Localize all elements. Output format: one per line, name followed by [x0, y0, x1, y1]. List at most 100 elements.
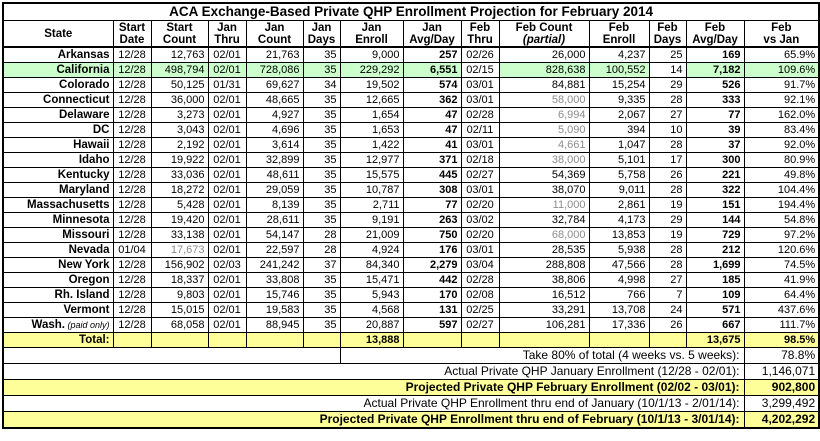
cell-start-count[interactable]: 68,058	[150, 317, 209, 333]
col-header-jan-thru[interactable]: Jan Thru	[207, 20, 247, 48]
cell-jan-thru[interactable]: 02/01	[207, 46, 247, 63]
cell-jan-count[interactable]: 19,583	[245, 302, 304, 318]
cell-start-date[interactable]: 12/28	[112, 62, 152, 78]
cell-jan-enroll[interactable]: 4,924	[339, 242, 404, 258]
cell-state[interactable]: Colorado	[2, 77, 114, 93]
cell-jan-count[interactable]: 15,746	[245, 287, 304, 303]
cell-jan-thru[interactable]: 02/01	[207, 62, 247, 78]
cell-jan-avg-day[interactable]: 170	[402, 287, 462, 303]
cell-feb-days[interactable]: 26	[648, 167, 687, 183]
cell-feb-days[interactable]: 29	[648, 212, 687, 228]
cell-jan-avg-day[interactable]: 574	[402, 77, 462, 93]
cell-feb-enroll[interactable]: 17,336	[588, 317, 650, 333]
col-header-start-count[interactable]: Start Count	[150, 20, 209, 48]
cell-feb-vs-jan[interactable]: 111.7%	[743, 317, 820, 333]
cell-state[interactable]: Wash. (paid only)	[2, 317, 114, 333]
cell-feb-days[interactable]: 28	[648, 137, 687, 153]
cell-state[interactable]: Massachusetts	[2, 197, 114, 213]
cell-jan-enroll[interactable]: 1,653	[339, 122, 404, 138]
col-header-jan-days[interactable]: Jan Days	[302, 20, 341, 48]
cell-start-count[interactable]: 3,273	[150, 107, 209, 123]
cell-feb-avg-day[interactable]: 221	[685, 167, 745, 183]
cell-jan-days[interactable]: 35	[302, 287, 341, 303]
cell-state[interactable]: Vermont	[2, 302, 114, 318]
cell-jan-count[interactable]: 29,059	[245, 182, 304, 198]
cell-jan-days[interactable]: 35	[302, 62, 341, 78]
cell-jan-days[interactable]: 28	[302, 227, 341, 243]
total-cell-jan-thru[interactable]	[207, 332, 247, 348]
cell-feb-enroll[interactable]: 4,237	[588, 46, 650, 63]
total-cell-jan-avg-day[interactable]	[402, 332, 462, 348]
cell-feb-count[interactable]: 38,000	[498, 152, 590, 168]
cell-jan-days[interactable]: 35	[302, 46, 341, 63]
cell-jan-avg-day[interactable]: 41	[402, 137, 462, 153]
cell-start-count[interactable]: 156,902	[150, 257, 209, 273]
total-cell-feb-days[interactable]	[648, 332, 687, 348]
summary-value[interactable]: 3,299,492	[743, 395, 820, 412]
cell-start-date[interactable]: 12/28	[112, 227, 152, 243]
cell-state[interactable]: Minnesota	[2, 212, 114, 228]
cell-start-date[interactable]: 12/28	[112, 212, 152, 228]
cell-jan-enroll[interactable]: 20,887	[339, 317, 404, 333]
cell-feb-avg-day[interactable]: 333	[685, 92, 745, 108]
cell-feb-vs-jan[interactable]: 162.0%	[743, 107, 820, 123]
total-cell-feb-avg-day[interactable]: 13,675	[685, 332, 745, 348]
cell-jan-thru[interactable]: 02/01	[207, 122, 247, 138]
cell-jan-enroll[interactable]: 15,471	[339, 272, 404, 288]
cell-jan-days[interactable]: 35	[302, 107, 341, 123]
cell-feb-vs-jan[interactable]: 54.8%	[743, 212, 820, 228]
cell-feb-enroll[interactable]: 13,853	[588, 227, 650, 243]
summary-label[interactable]: Projected Private QHP Enrollment thru en…	[2, 411, 745, 429]
col-header-feb-thru[interactable]: Feb Thru	[460, 20, 500, 48]
cell-jan-thru[interactable]: 02/01	[207, 92, 247, 108]
cell-jan-enroll[interactable]: 9,191	[339, 212, 404, 228]
cell-feb-avg-day[interactable]: 322	[685, 182, 745, 198]
total-cell-state[interactable]: Total:	[2, 332, 114, 348]
cell-feb-thru[interactable]: 02/26	[460, 46, 500, 63]
cell-state[interactable]: Hawaii	[2, 137, 114, 153]
cell-feb-count[interactable]: 33,291	[498, 302, 590, 318]
cell-feb-thru[interactable]: 03/01	[460, 77, 500, 93]
cell-feb-avg-day[interactable]: 185	[685, 272, 745, 288]
cell-start-count[interactable]: 15,015	[150, 302, 209, 318]
cell-feb-days[interactable]: 28	[648, 242, 687, 258]
cell-start-count[interactable]: 19,922	[150, 152, 209, 168]
cell-start-count[interactable]: 5,428	[150, 197, 209, 213]
cell-jan-avg-day[interactable]: 77	[402, 197, 462, 213]
cell-feb-days[interactable]: 28	[648, 92, 687, 108]
cell-feb-days[interactable]: 14	[648, 62, 687, 78]
cell-jan-days[interactable]: 35	[302, 212, 341, 228]
cell-state[interactable]: Rh. Island	[2, 287, 114, 303]
cell-jan-enroll[interactable]: 9,000	[339, 46, 404, 63]
cell-jan-enroll[interactable]: 1,654	[339, 107, 404, 123]
cell-jan-count[interactable]: 3,614	[245, 137, 304, 153]
summary-value[interactable]: 1,146,071	[743, 363, 820, 380]
cell-feb-count[interactable]: 32,784	[498, 212, 590, 228]
cell-feb-count[interactable]: 16,512	[498, 287, 590, 303]
cell-feb-vs-jan[interactable]: 64.4%	[743, 287, 820, 303]
col-header-start-date[interactable]: Start Date	[112, 20, 152, 48]
cell-jan-count[interactable]: 728,086	[245, 62, 304, 78]
cell-feb-enroll[interactable]: 13,708	[588, 302, 650, 318]
cell-feb-avg-day[interactable]: 1,699	[685, 257, 745, 273]
cell-jan-enroll[interactable]: 21,009	[339, 227, 404, 243]
cell-jan-thru[interactable]: 02/01	[207, 317, 247, 333]
cell-feb-enroll[interactable]: 100,552	[588, 62, 650, 78]
cell-jan-avg-day[interactable]: 362	[402, 92, 462, 108]
sheet-title[interactable]: ACA Exchange-Based Private QHP Enrollmen…	[2, 2, 820, 21]
cell-feb-thru[interactable]: 03/01	[460, 92, 500, 108]
cell-jan-thru[interactable]: 02/01	[207, 137, 247, 153]
cell-jan-enroll[interactable]: 12,977	[339, 152, 404, 168]
cell-feb-avg-day[interactable]: 37	[685, 137, 745, 153]
cell-feb-vs-jan[interactable]: 437.6%	[743, 302, 820, 318]
cell-jan-count[interactable]: 28,611	[245, 212, 304, 228]
cell-jan-count[interactable]: 69,627	[245, 77, 304, 93]
cell-feb-enroll[interactable]: 4,998	[588, 272, 650, 288]
cell-state[interactable]: Maryland	[2, 182, 114, 198]
total-cell-feb-count[interactable]	[498, 332, 590, 348]
cell-feb-enroll[interactable]: 394	[588, 122, 650, 138]
cell-feb-days[interactable]: 27	[648, 107, 687, 123]
cell-jan-days[interactable]: 35	[302, 302, 341, 318]
cell-jan-thru[interactable]: 02/01	[207, 242, 247, 258]
cell-jan-count[interactable]: 48,611	[245, 167, 304, 183]
